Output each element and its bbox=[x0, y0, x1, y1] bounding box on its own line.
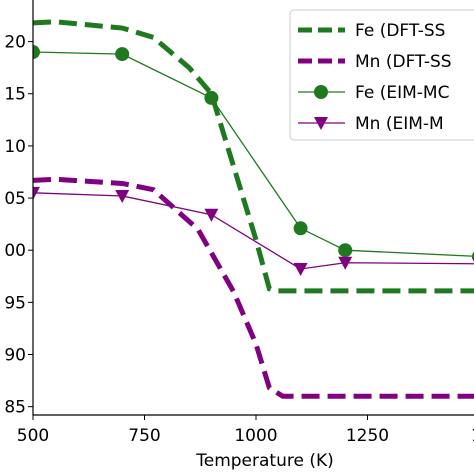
x-tick-label: 15 bbox=[471, 426, 474, 446]
legend-marker bbox=[314, 85, 328, 99]
x-tick-label: 1250 bbox=[346, 426, 389, 446]
legend-label: Fe (EIM-MC bbox=[355, 83, 449, 103]
y-tick-label: 85 bbox=[4, 398, 26, 418]
x-axis-label: Temperature (K) bbox=[195, 451, 334, 471]
y-tick-label: 15 bbox=[4, 85, 26, 105]
marker bbox=[293, 262, 308, 276]
marker bbox=[204, 90, 219, 105]
y-tick-label: 00 bbox=[4, 241, 26, 261]
legend-marker bbox=[314, 117, 328, 130]
x-tick-label: 750 bbox=[128, 426, 160, 446]
marker bbox=[293, 221, 308, 236]
y-tick-label: 10 bbox=[4, 137, 26, 157]
legend-label: Mn (DFT-SS bbox=[355, 52, 452, 72]
y-tick-label: 95 bbox=[4, 293, 26, 313]
x-tick-label: 1000 bbox=[234, 426, 277, 446]
plot-area bbox=[33, 19, 474, 399]
legend bbox=[289, 9, 474, 141]
line bbox=[33, 192, 474, 270]
marker bbox=[33, 186, 40, 200]
marker bbox=[33, 45, 40, 60]
y-tick-label: 90 bbox=[4, 346, 26, 366]
dashed-line bbox=[33, 176, 474, 399]
marker bbox=[338, 243, 353, 258]
x-tick-label: 500 bbox=[17, 426, 49, 446]
line bbox=[33, 51, 474, 257]
y-tick-label: 20 bbox=[4, 33, 26, 53]
marker bbox=[338, 256, 353, 270]
dashed-line bbox=[33, 19, 474, 294]
legend-label: Mn (EIM-M bbox=[355, 114, 444, 134]
marker bbox=[115, 189, 130, 203]
legend-label: Fe (DFT-SS bbox=[355, 21, 445, 41]
marker bbox=[115, 47, 130, 62]
marker bbox=[204, 208, 219, 222]
y-tick-label: 05 bbox=[4, 189, 26, 209]
